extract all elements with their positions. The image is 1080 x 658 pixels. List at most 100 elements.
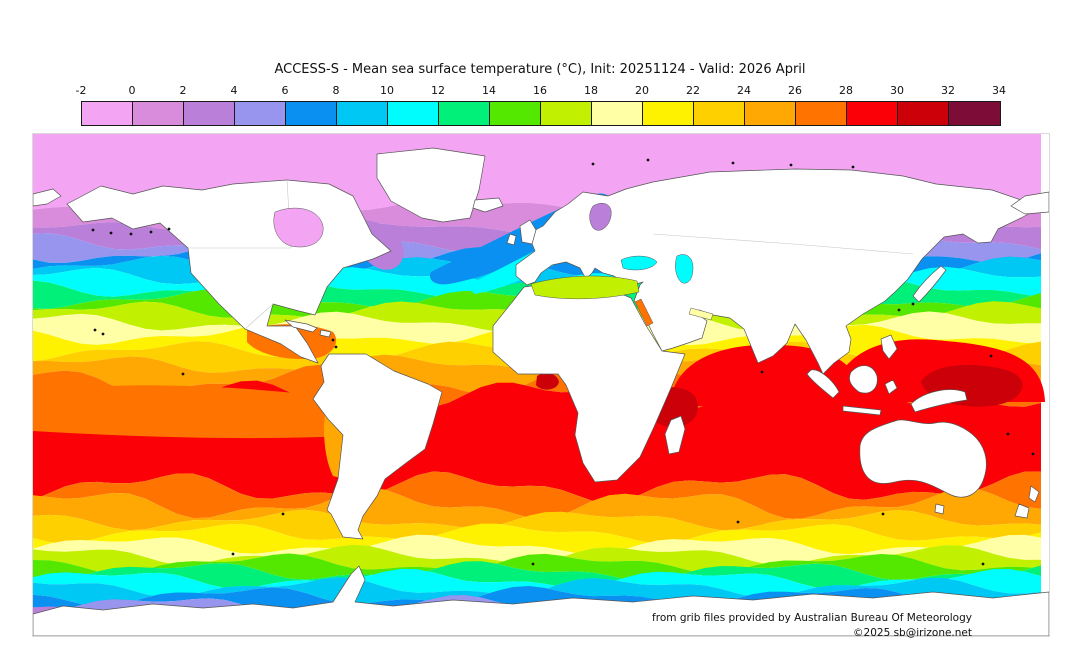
sea-persian-gulf (688, 307, 714, 321)
colorbar (81, 101, 1001, 126)
colorbar-cell (82, 102, 133, 125)
colorbar-tick: 18 (584, 84, 598, 97)
island-speck (331, 338, 335, 342)
island-speck (646, 158, 650, 162)
east-pacific-cold-tongue (33, 385, 361, 439)
island-speck (1031, 452, 1035, 456)
island-speck (1006, 432, 1010, 436)
colorbar-cell (745, 102, 796, 125)
land-sumatra (806, 369, 840, 399)
island-speck (167, 227, 171, 231)
colorbar-tick: 0 (128, 84, 136, 97)
us-mexico-border (244, 303, 274, 330)
russia-south-border (652, 233, 914, 255)
island-speck (897, 308, 901, 312)
attribution-copyright: ©2025 sb@irizone.net (853, 627, 972, 639)
island-speck (789, 163, 793, 167)
colorbar-tick: 16 (533, 84, 547, 97)
attribution-source: from grib files provided by Australian B… (652, 612, 972, 624)
sst-band-12c (33, 561, 1041, 590)
sea-black-sea (620, 255, 658, 271)
sea-caspian-sea (675, 254, 694, 284)
island-speck (989, 354, 993, 358)
sea-red-sea (634, 298, 654, 327)
land-borneo (849, 365, 878, 394)
land-australia (859, 419, 987, 498)
land-cuba (284, 319, 318, 333)
colorbar-cell (592, 102, 643, 125)
land-chukotka-left-edge (33, 188, 62, 207)
sea-mediterranean-sea (530, 275, 640, 300)
land-sulawesi (884, 379, 898, 395)
land-new-zealand-north (1028, 485, 1040, 503)
sst-band-18c (33, 534, 1041, 566)
island-speck (281, 512, 285, 516)
island-speck (101, 332, 105, 336)
chart-title: ACCESS-S - Mean sea surface temperature … (274, 62, 806, 77)
island-speck (911, 302, 915, 306)
colorbar-cell (286, 102, 337, 125)
colorbar-tick: 6 (281, 84, 289, 97)
land-japan (912, 265, 947, 303)
sst-band-26c (33, 471, 1041, 519)
land-antarctica (33, 565, 1049, 636)
colorbar-tick: 28 (839, 84, 853, 97)
island-speck (149, 230, 153, 234)
land-madagascar (664, 415, 686, 455)
land-great-britain (519, 219, 537, 245)
land-new-guinea (910, 389, 968, 413)
colorbar-cell (439, 102, 490, 125)
land-africa (492, 280, 686, 483)
sst-band-24c (33, 354, 1041, 397)
land-new-zealand-south (1014, 503, 1030, 519)
colorbar-cell (949, 102, 1000, 125)
colorbar-tick: 2 (179, 84, 187, 97)
island-speck (181, 372, 185, 376)
sst-band-20c (33, 523, 1041, 555)
colorbar-cell (847, 102, 898, 125)
colorbar-cell (388, 102, 439, 125)
colorbar-tick: 14 (482, 84, 496, 97)
island-speck (531, 562, 535, 566)
island-speck (981, 562, 985, 566)
colorbar-cell (694, 102, 745, 125)
land-ireland (506, 233, 517, 246)
colorbar-tick: 26 (788, 84, 802, 97)
colorbar-cell (796, 102, 847, 125)
sst-band-26c (33, 364, 1041, 413)
land-philippines (880, 334, 898, 360)
colorbar-cell (235, 102, 286, 125)
colorbar-cell (643, 102, 694, 125)
colorbar-tick: 30 (890, 84, 904, 97)
colorbar-cell (490, 102, 541, 125)
land-hispaniola (319, 329, 332, 338)
colorbar-cell (133, 102, 184, 125)
island-speck (736, 520, 740, 524)
island-speck (93, 328, 97, 332)
colorbar-ticks: -2 0 2 4 6 8 10 12 14 16 18 20 22 24 26 28 30 32 34 (0, 84, 1080, 98)
colorbar-tick: 10 (380, 84, 394, 97)
sst-band-14c (33, 553, 1041, 582)
island-speck (334, 345, 338, 349)
colorbar-tick: 34 (992, 84, 1006, 97)
world-sst-map (32, 133, 1050, 637)
colorbar-cell (898, 102, 949, 125)
colorbar-cell (184, 102, 235, 125)
island-speck (591, 162, 595, 166)
colorbar-tick: 32 (941, 84, 955, 97)
sst-band-24c (33, 487, 1041, 531)
island-speck (851, 165, 855, 169)
land-greenland (376, 147, 486, 223)
colorbar-tick: 12 (431, 84, 445, 97)
sea-baltic-sea (589, 203, 612, 231)
island-speck (129, 232, 133, 236)
colorbar-tick: 4 (230, 84, 238, 97)
colorbar-cell (337, 102, 388, 125)
land-iceland (472, 197, 504, 213)
colorbar-tick: 22 (686, 84, 700, 97)
land-south-america (312, 353, 443, 540)
island-speck (881, 512, 885, 516)
land-chukotka-right-edge (1010, 191, 1049, 215)
sst-band-10c (33, 568, 1041, 598)
island-speck (231, 552, 235, 556)
